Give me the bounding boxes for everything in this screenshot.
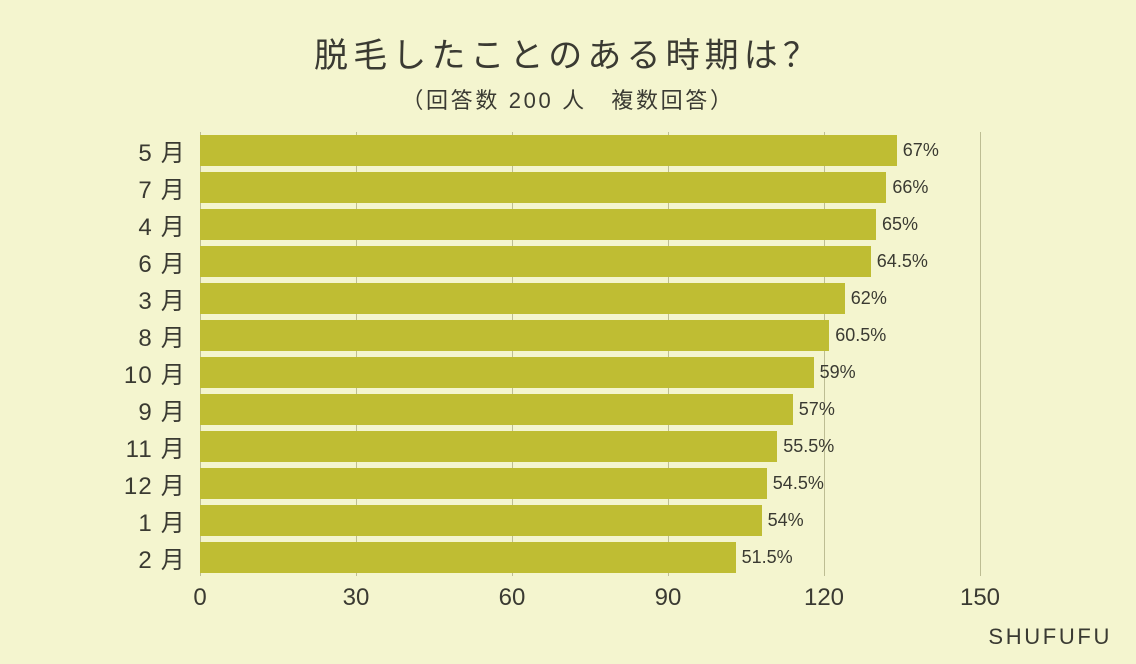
chart-bar bbox=[200, 394, 793, 424]
chart-bar bbox=[200, 431, 777, 461]
chart-bar-value: 59% bbox=[820, 362, 856, 383]
chart-ytick-label: 2 月 bbox=[138, 540, 186, 575]
chart-ytick-label: 4 月 bbox=[138, 207, 186, 242]
chart-bar bbox=[200, 209, 876, 239]
chart-plot-area: 03060901201505 月67%7 月66%4 月65%6 月64.5%3… bbox=[200, 132, 980, 576]
chart-plot: 03060901201505 月67%7 月66%4 月65%6 月64.5%3… bbox=[200, 132, 980, 576]
chart-bar bbox=[200, 357, 814, 387]
chart-xtick-label: 120 bbox=[804, 584, 844, 612]
chart-bar-value: 67% bbox=[903, 140, 939, 161]
chart-subtitle: （回答数 200 人 複数回答） bbox=[0, 83, 1136, 115]
chart-xtick-label: 60 bbox=[499, 584, 526, 612]
chart-bar-row: 4 月65% bbox=[200, 209, 980, 239]
chart-bar bbox=[200, 320, 829, 350]
chart-title: 脱毛したことのある時期は？ bbox=[0, 0, 1136, 77]
chart-bar-row: 9 月57% bbox=[200, 394, 980, 424]
chart-xtick-label: 90 bbox=[655, 584, 682, 612]
chart-bar-value: 62% bbox=[851, 288, 887, 309]
chart-gridline bbox=[980, 132, 981, 576]
chart-bar-value: 55.5% bbox=[783, 436, 834, 457]
chart-bar-row: 7 月66% bbox=[200, 172, 980, 202]
chart-bar bbox=[200, 505, 762, 535]
chart-canvas: 脱毛したことのある時期は？ （回答数 200 人 複数回答） 0 30 60 90 12… bbox=[0, 0, 1136, 664]
chart-bar-value: 54% bbox=[768, 510, 804, 531]
chart-ytick-label: 11 月 bbox=[126, 429, 186, 464]
chart-ytick-label: 6 月 bbox=[138, 244, 186, 279]
chart-bar-row: 1 月54% bbox=[200, 505, 980, 535]
chart-xtick-label: 150 bbox=[960, 584, 1000, 612]
chart-bar-row: 3 月62% bbox=[200, 283, 980, 313]
chart-bar-row: 2 月51.5% bbox=[200, 542, 980, 572]
chart-xtick-label: 30 bbox=[343, 584, 370, 612]
chart-ytick-label: 7 月 bbox=[138, 170, 186, 205]
chart-bar-value: 64.5% bbox=[877, 251, 928, 272]
brand-label: SHUFUFU bbox=[988, 624, 1112, 650]
chart-ytick-label: 3 月 bbox=[138, 281, 186, 316]
chart-ytick-label: 1 月 bbox=[138, 503, 186, 538]
chart-bar bbox=[200, 283, 845, 313]
chart-ytick-label: 9 月 bbox=[138, 392, 186, 427]
chart-bar-row: 8 月60.5% bbox=[200, 320, 980, 350]
chart-xtick-label: 0 bbox=[193, 584, 206, 612]
chart-bar-row: 11 月55.5% bbox=[200, 431, 980, 461]
chart-ytick-label: 10 月 bbox=[124, 355, 186, 390]
chart-bar-value: 66% bbox=[892, 177, 928, 198]
chart-bar-value: 51.5% bbox=[742, 547, 793, 568]
chart-ytick-label: 8 月 bbox=[138, 318, 186, 353]
chart-ytick-label: 5 月 bbox=[138, 133, 186, 168]
chart-bar-value: 65% bbox=[882, 214, 918, 235]
chart-ytick-label: 12 月 bbox=[124, 466, 186, 501]
chart-bar-row: 6 月64.5% bbox=[200, 246, 980, 276]
chart-bar-row: 10 月59% bbox=[200, 357, 980, 387]
chart-bar-value: 57% bbox=[799, 399, 835, 420]
chart-bar-row: 5 月67% bbox=[200, 135, 980, 165]
chart-bar bbox=[200, 468, 767, 498]
chart-bar bbox=[200, 172, 886, 202]
chart-bar bbox=[200, 246, 871, 276]
chart-bar-value: 60.5% bbox=[835, 325, 886, 346]
chart-bar-value: 54.5% bbox=[773, 473, 824, 494]
chart-bar-row: 12 月54.5% bbox=[200, 468, 980, 498]
chart-bar bbox=[200, 135, 897, 165]
chart-bar bbox=[200, 542, 736, 572]
